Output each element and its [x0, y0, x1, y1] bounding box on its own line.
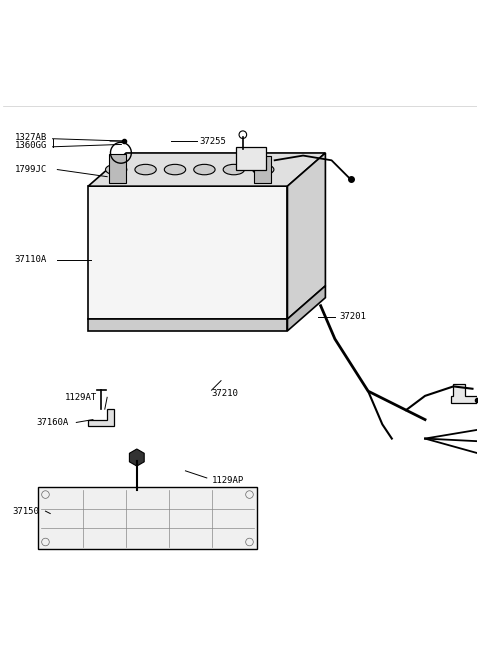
- Ellipse shape: [106, 164, 127, 175]
- Text: 1799JC: 1799JC: [14, 165, 47, 174]
- Text: 1327AB: 1327AB: [14, 133, 47, 143]
- Polygon shape: [288, 153, 325, 319]
- Text: 37255: 37255: [200, 137, 227, 146]
- Polygon shape: [88, 319, 288, 331]
- FancyBboxPatch shape: [108, 154, 126, 183]
- Text: 1360GG: 1360GG: [14, 141, 47, 150]
- Ellipse shape: [164, 164, 186, 175]
- Polygon shape: [88, 153, 325, 186]
- Ellipse shape: [135, 164, 156, 175]
- Text: 37160A: 37160A: [36, 418, 68, 427]
- Ellipse shape: [223, 164, 244, 175]
- Polygon shape: [288, 286, 325, 331]
- FancyBboxPatch shape: [38, 487, 257, 549]
- Polygon shape: [88, 186, 288, 319]
- Polygon shape: [88, 409, 114, 426]
- Text: 37201: 37201: [340, 312, 367, 321]
- Polygon shape: [451, 384, 477, 403]
- Ellipse shape: [194, 164, 215, 175]
- FancyBboxPatch shape: [236, 147, 266, 170]
- Text: 1129AT: 1129AT: [64, 393, 96, 402]
- FancyBboxPatch shape: [254, 156, 271, 183]
- Text: 1129AP: 1129AP: [212, 476, 244, 485]
- Text: 37150: 37150: [12, 507, 39, 516]
- Text: 37210: 37210: [212, 390, 239, 399]
- Ellipse shape: [252, 164, 274, 175]
- Text: 37110A: 37110A: [14, 255, 47, 264]
